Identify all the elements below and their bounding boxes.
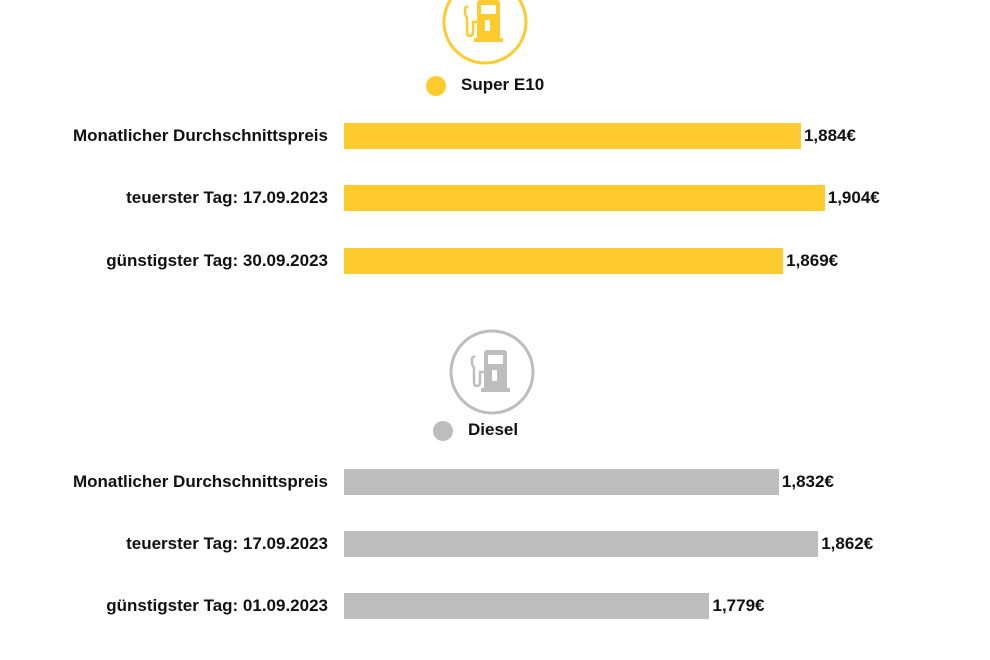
category-label: teuerster Tag: 17.09.2023 [126,534,328,553]
bar [344,123,801,149]
category-label: Monatlicher Durchschnittspreis [72,472,328,491]
category-label: günstigster Tag: 01.09.2023 [106,596,328,615]
bar [344,593,710,619]
category-label: teuerster Tag: 17.09.2023 [126,188,328,207]
value-label: 1,884€ [803,126,856,145]
value-label: 1,779€ [712,596,765,615]
bar [344,185,825,211]
value-label: 1,862€ [821,534,874,553]
bar [344,248,784,274]
fuel-pump-icon [448,328,536,421]
bar [344,469,779,495]
bar [344,531,819,557]
value-label: 1,904€ [827,188,880,207]
category-label: Monatlicher Durchschnittspreis [72,126,328,145]
legend-marker [433,421,453,441]
value-label: 1,869€ [786,251,839,270]
legend-marker [426,76,446,96]
fuel-pump-icon [441,0,529,71]
legend-label: Diesel [468,420,519,439]
legend-label: Super E10 [461,75,545,94]
category-label: günstigster Tag: 30.09.2023 [106,251,328,270]
value-label: 1,832€ [781,472,834,491]
